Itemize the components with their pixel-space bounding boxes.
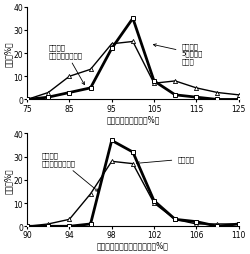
Text: 一定穂肥
（水田ビークル）: 一定穂肥 （水田ビークル） — [48, 44, 84, 85]
Y-axis label: 頻度（%）: 頻度（%） — [4, 167, 13, 193]
Text: 可変穂肥: 可変穂肥 — [136, 156, 194, 165]
X-axis label: 籾収量の対平均比（%）: 籾収量の対平均比（%） — [106, 115, 160, 123]
Y-axis label: 頻度（%）: 頻度（%） — [4, 41, 13, 67]
Text: 可変穂肥
5回の試験
の合計: 可変穂肥 5回の試験 の合計 — [154, 43, 203, 65]
X-axis label: 玄米蛋白質含量の対平均比（%）: 玄米蛋白質含量の対平均比（%） — [97, 241, 169, 250]
Text: 一定穂肥
（水田ビークル）: 一定穂肥 （水田ビークル） — [42, 152, 98, 192]
